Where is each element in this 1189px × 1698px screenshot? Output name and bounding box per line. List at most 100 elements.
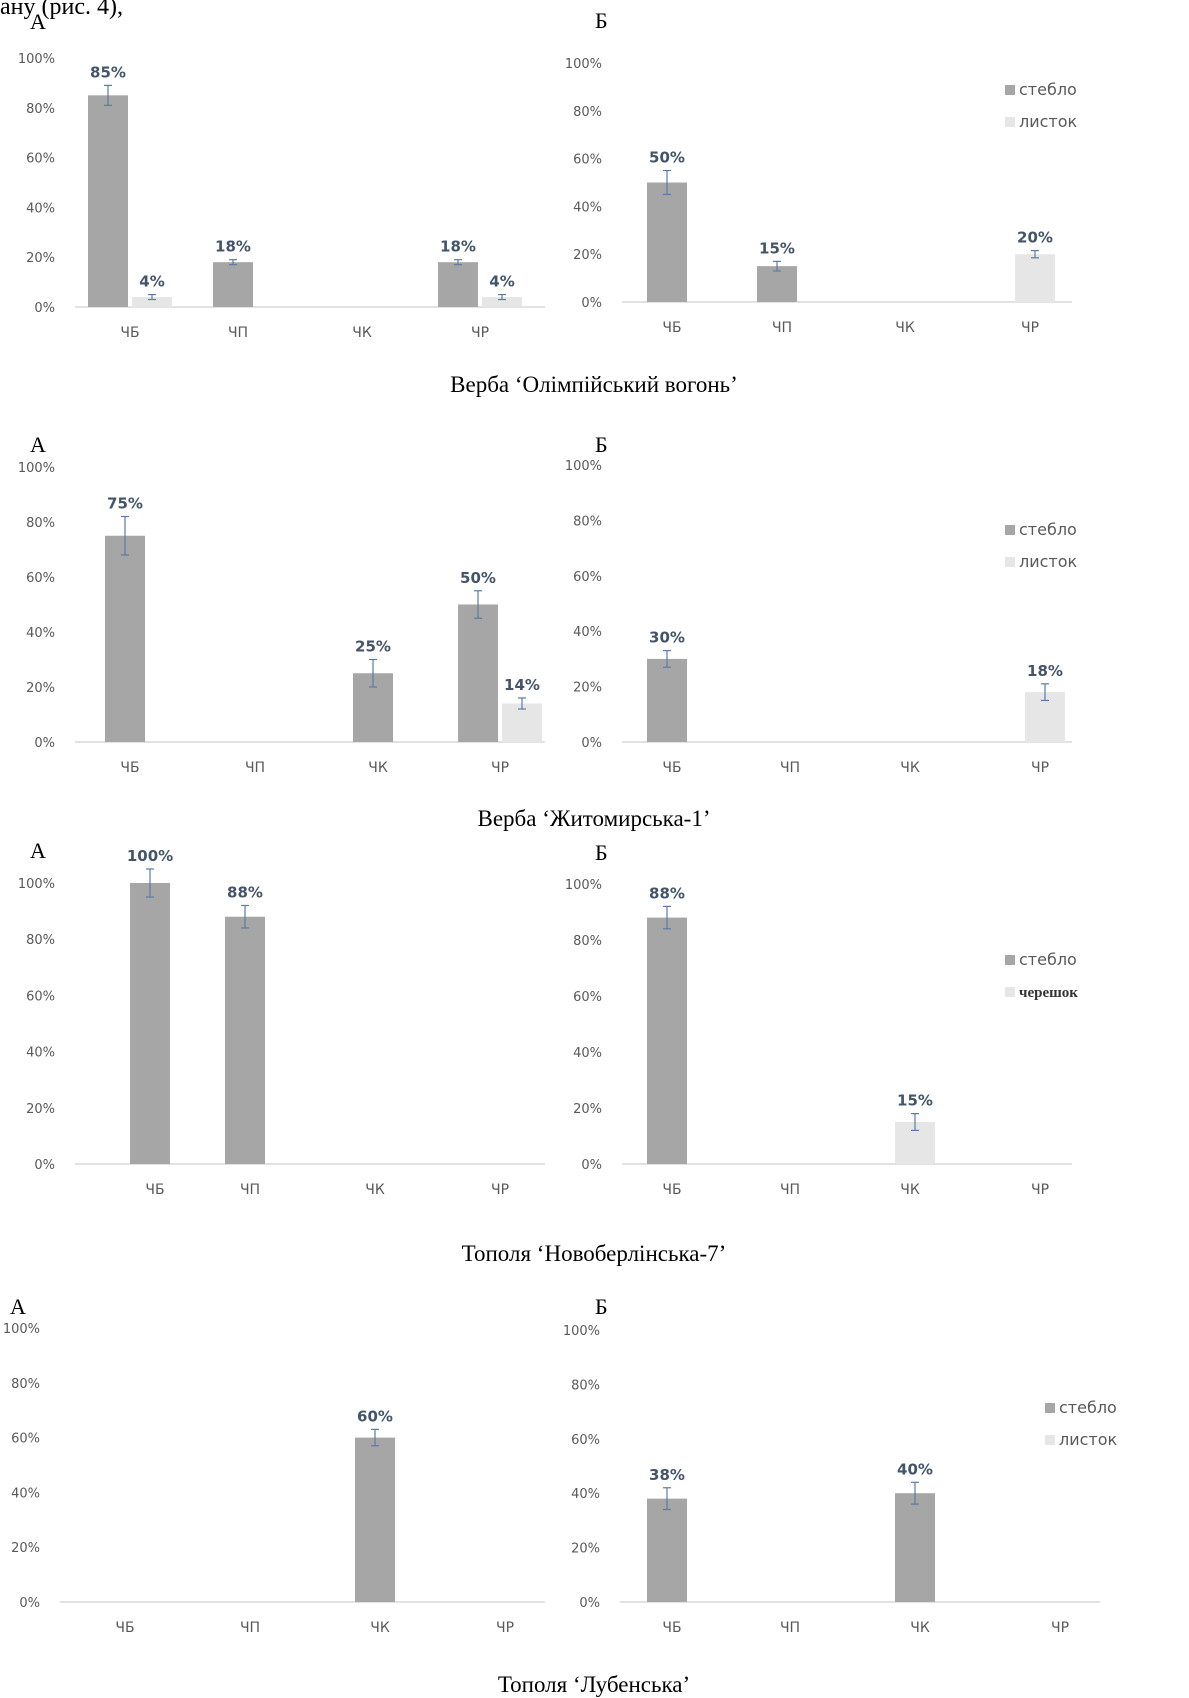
data-label: 88% bbox=[649, 884, 685, 902]
y-tick-label: 40% bbox=[26, 626, 55, 641]
bar-стебло bbox=[438, 262, 478, 307]
legend-swatch bbox=[1005, 85, 1015, 95]
y-tick-label: 40% bbox=[573, 625, 602, 640]
chart-panel: А 0% 20% 40% 60% 80% 100% ЧБ ЧП ЧК ЧР 85% 18% 18% 4% 4% bbox=[18, 9, 545, 341]
y-tick-label: 80% bbox=[26, 102, 55, 117]
legend-label: листок bbox=[1019, 112, 1078, 131]
x-tick-label: ЧП bbox=[780, 1182, 800, 1198]
y-tick-label: 0% bbox=[581, 296, 602, 311]
legend-swatch bbox=[1045, 1403, 1055, 1413]
data-label: 60% bbox=[357, 1407, 393, 1425]
legend-swatch bbox=[1005, 117, 1015, 127]
data-label: 4% bbox=[139, 273, 164, 291]
bar-стебло bbox=[105, 535, 145, 742]
legend-swatch bbox=[1005, 987, 1015, 997]
panel-letter: Б bbox=[595, 840, 608, 865]
panel-letter: А bbox=[30, 9, 46, 34]
y-tick-label: 40% bbox=[26, 1046, 55, 1061]
bar-стебло bbox=[647, 182, 687, 302]
panel-letter: А bbox=[10, 1294, 26, 1319]
x-tick-label: ЧК bbox=[900, 1182, 920, 1198]
y-tick-label: 40% bbox=[573, 1046, 602, 1061]
y-tick-label: 0% bbox=[581, 736, 602, 751]
data-label: 85% bbox=[90, 63, 126, 81]
x-tick-label: ЧР bbox=[491, 1182, 509, 1198]
x-tick-label: ЧК bbox=[370, 1620, 390, 1636]
bar-листок bbox=[482, 297, 522, 307]
y-tick-label: 20% bbox=[573, 1102, 602, 1117]
panel-letter: Б bbox=[595, 8, 608, 33]
x-tick-label: ЧБ bbox=[120, 760, 139, 776]
x-tick-label: ЧР bbox=[471, 325, 489, 341]
x-tick-label: ЧР bbox=[1031, 1182, 1049, 1198]
x-tick-label: ЧП bbox=[772, 320, 792, 336]
data-label: 75% bbox=[107, 495, 143, 513]
legend-label: стебло bbox=[1019, 520, 1077, 539]
x-tick-label: ЧР bbox=[491, 760, 509, 776]
y-tick-label: 100% bbox=[565, 459, 602, 474]
caption-lubenska: Тополя ‘Лубенська’ bbox=[498, 1672, 690, 1697]
y-tick-label: 60% bbox=[26, 989, 55, 1004]
bar-стебло bbox=[757, 266, 797, 302]
panel-letter: Б bbox=[595, 1294, 608, 1319]
bar-стебло bbox=[895, 1493, 935, 1602]
panel-letter: А bbox=[30, 432, 46, 457]
y-tick-label: 0% bbox=[34, 301, 55, 316]
y-tick-label: 60% bbox=[11, 1432, 40, 1447]
legend-label: стебло bbox=[1019, 950, 1077, 969]
data-label: 25% bbox=[355, 638, 391, 656]
y-tick-label: 100% bbox=[18, 877, 55, 892]
legend-swatch bbox=[1005, 525, 1015, 535]
chart-panel: А 0% 20% 40% 60% 80% 100% ЧБ ЧП ЧК ЧР 75% 25% 50% 14% bbox=[18, 432, 545, 776]
y-tick-label: 40% bbox=[26, 201, 55, 216]
bar-стебло bbox=[647, 1498, 687, 1602]
y-tick-label: 60% bbox=[573, 570, 602, 585]
chart-panel: Б 0% 20% 40% 60% 80% 100% ЧБ ЧП ЧК ЧР 50% 15% 20% стеб… bbox=[565, 8, 1078, 336]
x-tick-label: ЧБ bbox=[662, 320, 681, 336]
y-tick-label: 0% bbox=[34, 736, 55, 751]
x-tick-label: ЧР bbox=[1031, 760, 1049, 776]
data-label: 40% bbox=[897, 1460, 933, 1478]
y-tick-label: 100% bbox=[18, 461, 55, 476]
data-label: 50% bbox=[649, 149, 685, 167]
chart-panel: Б 0% 20% 40% 60% 80% 100% ЧБ ЧП ЧК ЧР 30% 18% стебло л… bbox=[565, 432, 1078, 776]
data-label: 14% bbox=[504, 676, 540, 694]
x-tick-label: ЧБ bbox=[145, 1182, 164, 1198]
chart-panel: А 0% 20% 40% 60% 80% 100% ЧБ ЧП ЧК ЧР 100% 88% bbox=[18, 838, 545, 1198]
x-tick-label: ЧП bbox=[240, 1182, 260, 1198]
legend-label: черешок bbox=[1019, 985, 1078, 1001]
x-tick-label: ЧП bbox=[780, 760, 800, 776]
y-tick-label: 0% bbox=[19, 1596, 40, 1611]
y-tick-label: 40% bbox=[573, 200, 602, 215]
x-tick-label: ЧК bbox=[910, 1620, 930, 1636]
y-tick-label: 60% bbox=[26, 152, 55, 167]
legend-swatch bbox=[1045, 1435, 1055, 1445]
x-tick-label: ЧБ bbox=[120, 325, 139, 341]
y-tick-label: 100% bbox=[18, 52, 55, 67]
y-tick-label: 20% bbox=[573, 681, 602, 696]
y-tick-label: 20% bbox=[26, 251, 55, 266]
legend-swatch bbox=[1005, 557, 1015, 567]
data-label: 18% bbox=[440, 238, 476, 256]
bar-стебло bbox=[213, 262, 253, 307]
bar-стебло bbox=[355, 1437, 395, 1602]
x-tick-label: ЧБ bbox=[662, 760, 681, 776]
x-tick-label: ЧК bbox=[900, 760, 920, 776]
data-label: 88% bbox=[227, 883, 263, 901]
data-label: 15% bbox=[897, 1092, 933, 1110]
bar-листок bbox=[1015, 254, 1055, 302]
caption-olimpiiskyi-vohon: Верба ‘Олімпійський вогонь’ bbox=[450, 372, 738, 397]
data-label: 20% bbox=[1017, 229, 1053, 247]
y-tick-label: 100% bbox=[565, 57, 602, 72]
y-tick-label: 80% bbox=[11, 1377, 40, 1392]
y-tick-label: 100% bbox=[563, 1324, 600, 1339]
legend-label: листок bbox=[1019, 552, 1078, 571]
bar-стебло bbox=[225, 916, 265, 1164]
y-tick-label: 40% bbox=[11, 1486, 40, 1501]
top-text-fragment: ану (рис. 4), bbox=[0, 0, 123, 20]
y-tick-label: 100% bbox=[565, 878, 602, 893]
y-tick-label: 80% bbox=[26, 516, 55, 531]
bar-листок bbox=[132, 297, 172, 307]
x-tick-label: ЧК bbox=[368, 760, 388, 776]
